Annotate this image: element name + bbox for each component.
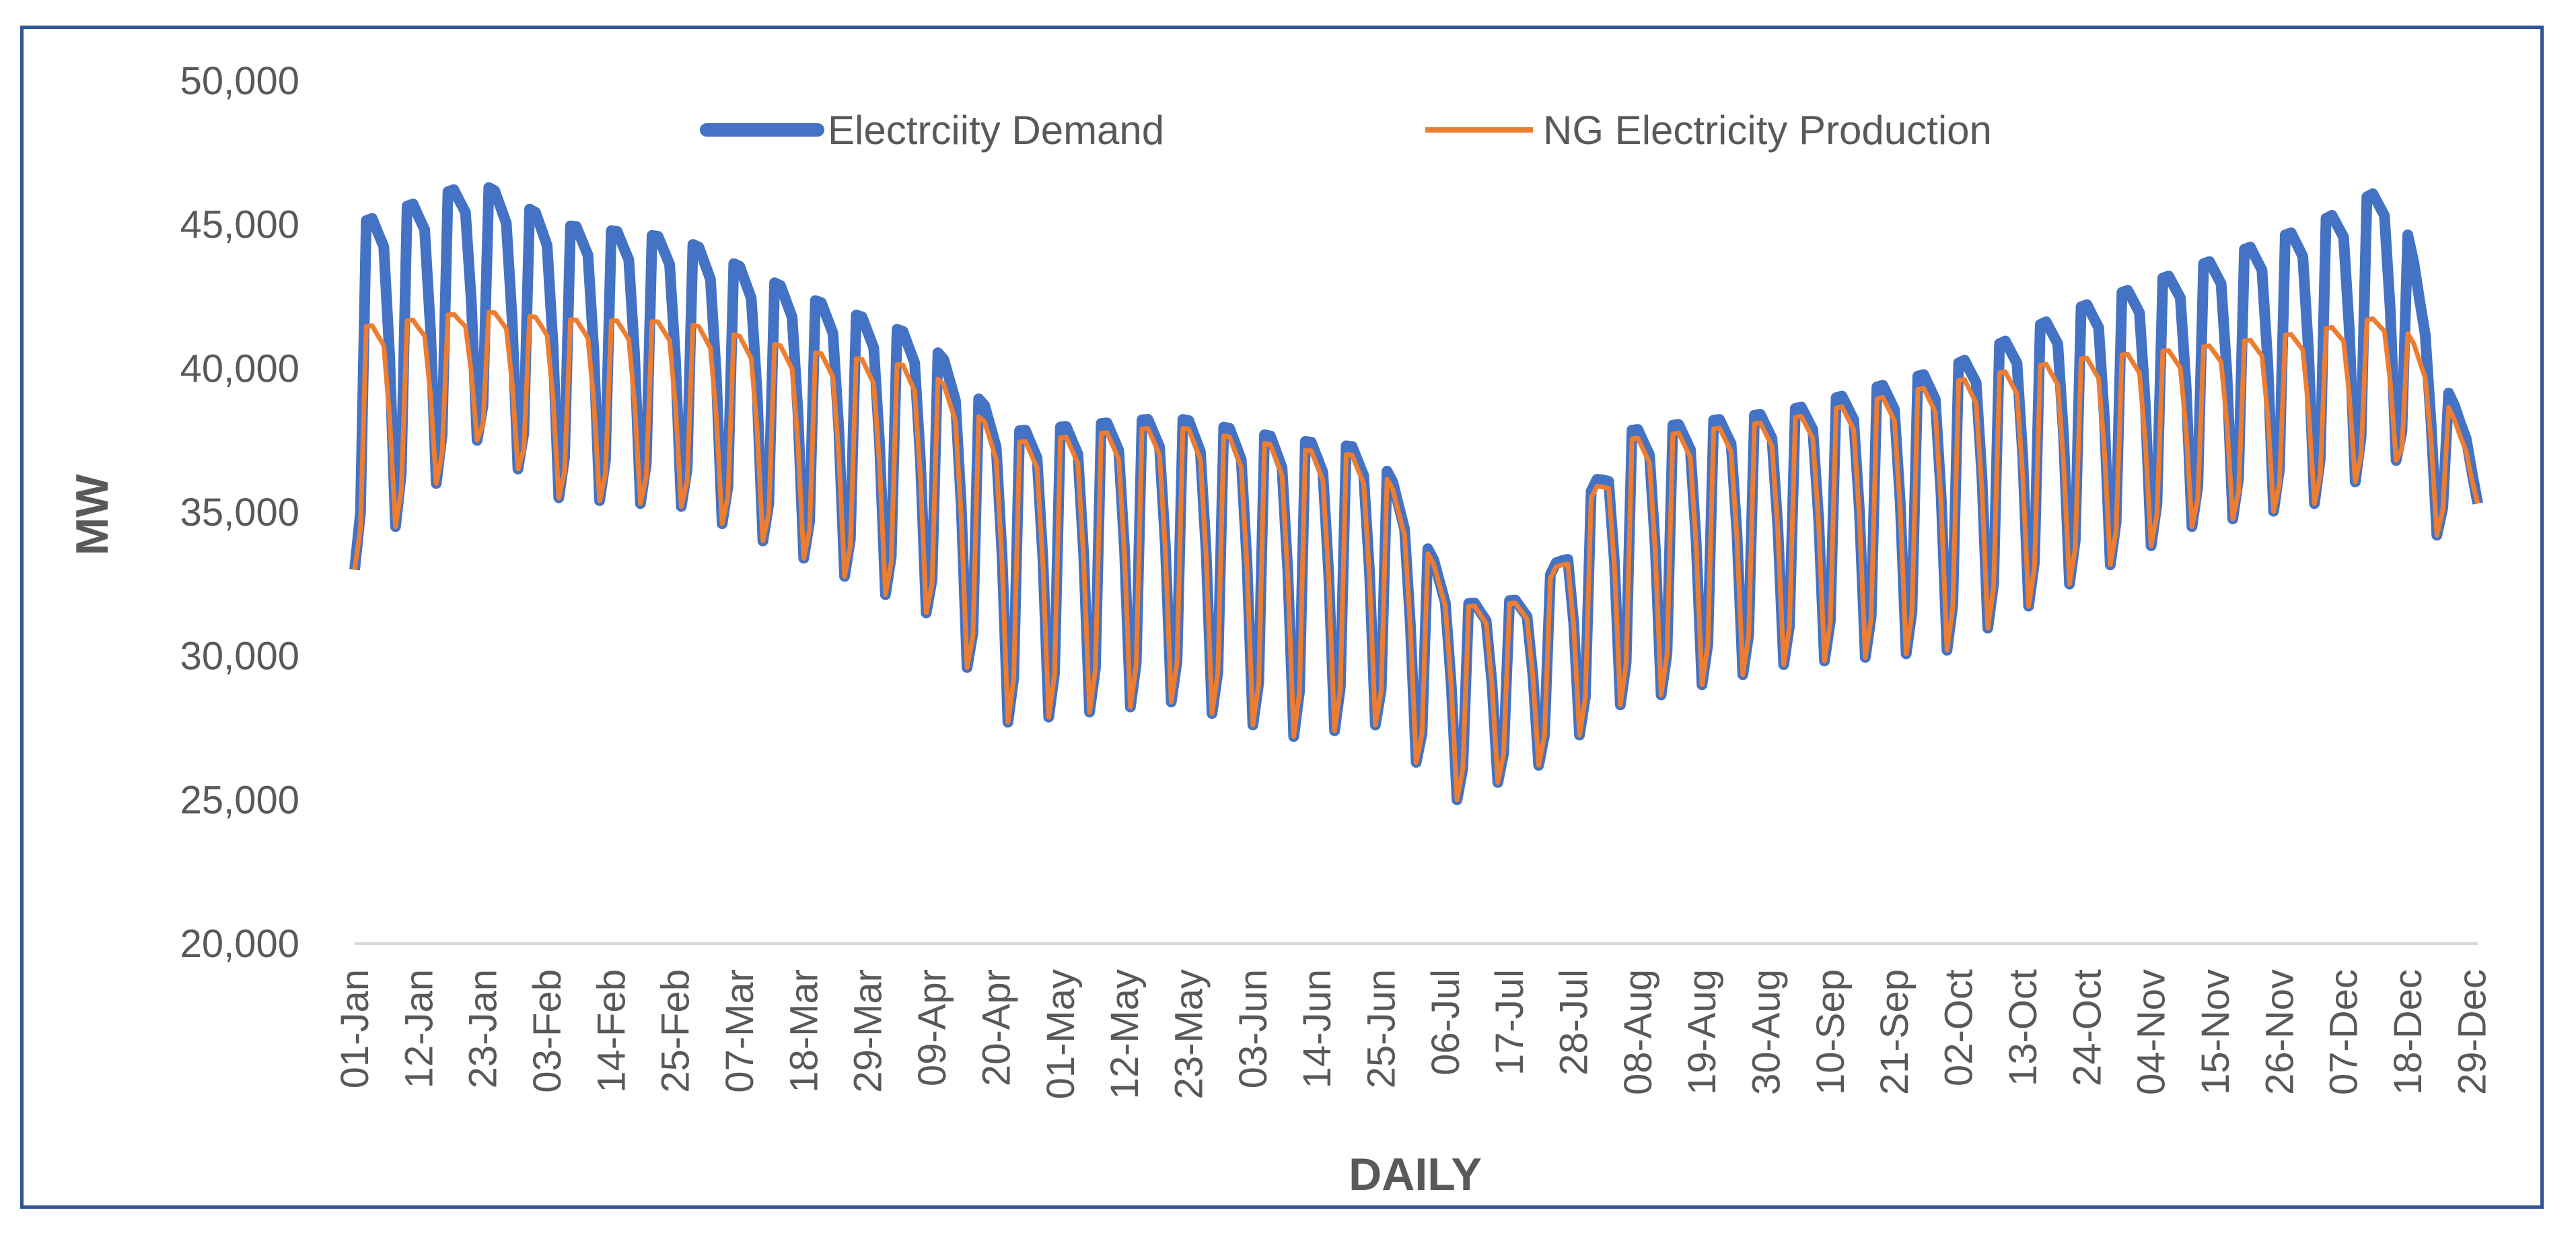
x-tick-label: 29-Mar [847,969,890,1093]
x-tick-label: 18-Mar [782,969,826,1093]
x-tick-label: 20-Apr [974,969,1018,1086]
x-tick-label: 12-May [1103,969,1147,1099]
legend: Electrciity Demand NG Electricity Produc… [700,108,1992,153]
x-tick-label: 18-Dec [2386,969,2430,1095]
y-tick-label: 40,000 [180,347,299,390]
x-tick-label: 01-May [1039,969,1083,1099]
x-tick-label: 29-Dec [2450,969,2494,1095]
x-tick-label: 14-Jun [1295,969,1339,1088]
x-tick-label: 04-Nov [2130,969,2174,1095]
x-tick-label: 12-Jan [397,969,441,1088]
y-tick-label: 35,000 [180,491,299,534]
y-tick-label: 25,000 [180,778,299,822]
chart-frame [20,26,2544,1209]
x-tick-label: 25-Feb [654,969,698,1093]
x-tick-label: 08-Aug [1616,969,1660,1095]
x-tick-label: 26-Nov [2258,969,2301,1095]
x-tick-label: 25-Jun [1359,969,1403,1088]
x-axis-title: DAILY [1349,1149,1482,1200]
x-tick-label: 19-Aug [1680,969,1724,1095]
x-tick-label: 03-Jun [1231,969,1275,1088]
x-tick-label: 10-Sep [1809,969,1853,1095]
x-tick-label: 03-Feb [526,969,569,1093]
x-tick-label: 30-Aug [1745,969,1789,1095]
x-tick-label: 09-Apr [910,969,954,1086]
x-axis: 01-Jan 12-Jan 23-Jan 03-Feb 14-Feb 25-Feb 07-M… [333,969,2494,1099]
x-tick-label: 01-Jan [333,969,377,1088]
x-tick-label: 07-Dec [2322,969,2366,1095]
x-tick-label: 24-Oct [2065,969,2109,1086]
x-tick-label: 07-Mar [718,969,762,1093]
y-axis-title: MW [67,474,118,556]
series-layer [349,182,2483,806]
y-tick-label: 30,000 [180,635,299,678]
x-tick-label: 17-Jul [1488,969,1532,1076]
x-tick-label: 15-Nov [2194,969,2238,1095]
legend-label-ng: NG Electricity Production [1543,108,1992,153]
legend-item-demand: Electrciity Demand [700,108,1164,153]
x-tick-label: 23-May [1167,969,1211,1099]
y-axis: 20,000 25,000 30,000 35,000 40,000 45,000 50,0… [180,59,299,966]
x-tick-label: 13-Oct [2001,969,2045,1086]
x-tick-label: 28-Jul [1552,969,1596,1076]
y-tick-label: 45,000 [180,203,299,247]
series-line-ng [352,310,2480,802]
x-tick-label: 06-Jul [1424,969,1468,1076]
y-tick-label: 50,000 [180,59,299,103]
x-tick-label: 23-Jan [462,969,505,1088]
y-tick-label: 20,000 [180,922,299,966]
legend-item-ng: NG Electricity Production [1425,108,1992,153]
legend-label-demand: Electrciity Demand [828,108,1164,153]
x-tick-label: 21-Sep [1873,969,1917,1095]
x-tick-label: 02-Oct [1937,969,1981,1086]
x-tick-label: 14-Feb [589,969,633,1093]
